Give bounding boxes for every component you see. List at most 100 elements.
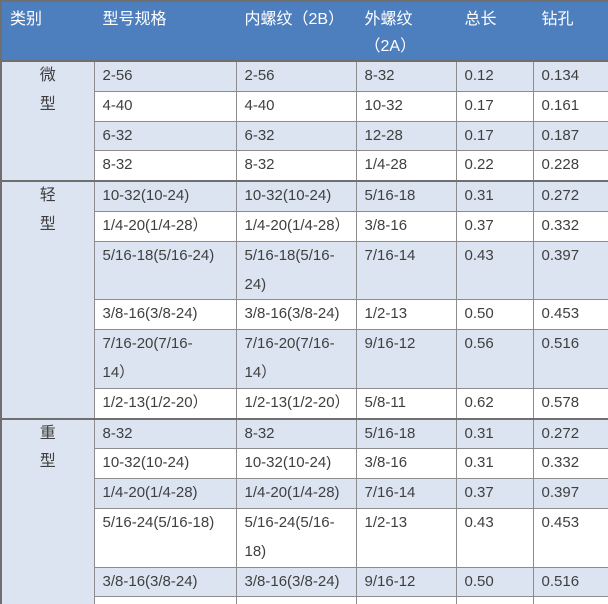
internal-cell: 10-32(10-24) bbox=[235, 180, 357, 212]
length-cell: 0.50 bbox=[455, 299, 534, 331]
drill-cell: 0.70 bbox=[532, 596, 608, 604]
length-cell: 0.22 bbox=[455, 150, 534, 182]
drill-cell: 0.161 bbox=[532, 90, 608, 122]
model-cell: 1/4-20(1/4-28) bbox=[93, 478, 237, 509]
model-cell: 1/4-20(1/4-28） bbox=[93, 210, 237, 242]
length-cell: 0.43 bbox=[455, 507, 534, 568]
drill-cell: 0.453 bbox=[532, 507, 608, 568]
internal-cell: 10-32(10-24) bbox=[235, 448, 357, 480]
length-cell: 0.37 bbox=[455, 210, 534, 242]
drill-cell: 0.397 bbox=[532, 240, 608, 301]
table-row: 1/2-13(1/2-20)1/2-13(1/2-20)3/4-160.620.… bbox=[1, 596, 608, 604]
length-cell: 0.31 bbox=[455, 180, 534, 212]
length-cell: 0.31 bbox=[455, 417, 534, 450]
external-cell: 7/16-14 bbox=[355, 240, 457, 301]
col-header-model: 型号规格 bbox=[93, 0, 237, 62]
model-cell: 5/16-24(5/16-18) bbox=[93, 507, 237, 568]
length-cell: 0.37 bbox=[455, 478, 534, 509]
table-row: 微 型 2-56 2-56 8-32 0.12 0.134 bbox=[0, 59, 608, 182]
external-cell: 5/16-18 bbox=[355, 180, 457, 212]
drill-cell: 0.272 bbox=[532, 417, 608, 450]
category-cell: 重 型 bbox=[0, 417, 95, 604]
model-cell: 8-32 bbox=[93, 150, 237, 182]
internal-cell: 7/16-20(7/16- 14） bbox=[235, 329, 357, 389]
model-cell: 1/2-13(1/2-20） bbox=[93, 387, 237, 420]
col-header-internal: 内螺纹（2B） bbox=[235, 0, 357, 62]
external-cell: 9/16-12 bbox=[355, 329, 457, 389]
header-row: 类别 型号规格 内螺纹（2B） 外螺纹 （2A） 总长 钻孔 bbox=[0, 0, 608, 62]
col-header-external: 外螺纹 （2A） bbox=[355, 0, 457, 62]
model-cell: 2-56 bbox=[93, 59, 237, 92]
table-row: 6-32 6-32 12-28 0.17 0.187 bbox=[1, 120, 608, 152]
model-cell: 3/8-16(3/8-24) bbox=[93, 566, 237, 598]
internal-cell: 1/4-20(1/4-28） bbox=[235, 210, 357, 242]
external-cell: 7/16-14 bbox=[355, 478, 457, 509]
model-cell: 5/16-18(5/16-24) bbox=[93, 240, 237, 301]
internal-cell: 6-32 bbox=[235, 120, 357, 152]
length-cell: 0.62 bbox=[455, 596, 534, 604]
length-cell: 0.50 bbox=[455, 566, 534, 598]
external-cell: 1/2-13 bbox=[355, 507, 457, 568]
external-cell: 5/16-18 bbox=[355, 417, 457, 450]
spec-table-body: 微 型 2-56 2-56 8-32 0.12 0.134 4-40 4-40 10-32 0.1… bbox=[0, 59, 608, 604]
internal-cell: 1/2-13(1/2-20) bbox=[235, 596, 357, 604]
drill-cell: 0.332 bbox=[532, 448, 608, 480]
model-cell: 6-32 bbox=[93, 120, 237, 152]
external-cell: 10-32 bbox=[355, 90, 457, 122]
drill-cell: 0.578 bbox=[532, 387, 608, 420]
table-row: 1/2-13(1/2-20） 1/2-13(1/2-20） 5/8-11 0.62 0.… bbox=[1, 387, 608, 420]
model-cell: 10-32(10-24) bbox=[93, 448, 237, 480]
drill-cell: 0.397 bbox=[532, 478, 608, 509]
drill-cell: 0.272 bbox=[532, 180, 608, 212]
table-row: 重 型 8-32 8-32 5/16-18 0.31 0.272 bbox=[0, 417, 608, 604]
length-cell: 0.43 bbox=[455, 240, 534, 301]
length-cell: 0.17 bbox=[455, 90, 534, 122]
model-cell: 1/2-13(1/2-20) bbox=[93, 596, 237, 604]
length-cell: 0.17 bbox=[455, 120, 534, 152]
drill-cell: 0.134 bbox=[532, 59, 608, 92]
internal-cell: 3/8-16(3/8-24) bbox=[235, 566, 357, 598]
external-cell: 9/16-12 bbox=[355, 566, 457, 598]
drill-cell: 0.332 bbox=[532, 210, 608, 242]
model-cell: 10-32(10-24) bbox=[93, 180, 237, 212]
internal-cell: 8-32 bbox=[235, 150, 357, 182]
length-cell: 0.56 bbox=[455, 329, 534, 389]
length-cell: 0.31 bbox=[455, 448, 534, 480]
table-row: 8-32 8-32 1/4-28 0.22 0.228 bbox=[1, 150, 608, 182]
model-cell: 4-40 bbox=[93, 90, 237, 122]
model-cell: 3/8-16(3/8-24) bbox=[93, 299, 237, 331]
table-row: 轻 型 10-32(10-24) 10-32(10-24) 5/16-18 0.31 0.… bbox=[0, 180, 608, 420]
table-row: 1/4-20(1/4-28） 1/4-20(1/4-28） 3/8-16 0.37 0.… bbox=[1, 210, 608, 242]
drill-cell: 0.516 bbox=[532, 566, 608, 598]
table-row: 5/16-24(5/16-18) 5/16-24(5/16- 18) 1/2-13 0… bbox=[1, 507, 608, 568]
model-cell: 7/16-20(7/16- 14） bbox=[93, 329, 237, 389]
length-cell: 0.62 bbox=[455, 387, 534, 420]
model-cell: 8-32 bbox=[93, 417, 237, 450]
internal-cell: 3/8-16(3/8-24) bbox=[235, 299, 357, 331]
internal-cell: 8-32 bbox=[235, 417, 357, 450]
external-cell: 8-32 bbox=[355, 59, 457, 92]
drill-cell: 0.516 bbox=[532, 329, 608, 389]
drill-cell: 0.453 bbox=[532, 299, 608, 331]
table-row: 5/16-18(5/16-24) 5/16-18(5/16- 24) 7/16-14… bbox=[1, 240, 608, 301]
external-cell: 1/2-13 bbox=[355, 299, 457, 331]
table-row: 4-40 4-40 10-32 0.17 0.161 bbox=[1, 90, 608, 122]
length-cell: 0.12 bbox=[455, 59, 534, 92]
category-cell: 轻 型 bbox=[0, 180, 95, 420]
external-cell: 5/8-11 bbox=[355, 387, 457, 420]
external-cell: 1/4-28 bbox=[355, 150, 457, 182]
external-cell: 3/4-16 bbox=[355, 596, 457, 604]
external-cell: 12-28 bbox=[355, 120, 457, 152]
internal-cell: 4-40 bbox=[235, 90, 357, 122]
category-cell: 微 型 bbox=[0, 59, 95, 182]
internal-cell: 5/16-18(5/16- 24) bbox=[235, 240, 357, 301]
col-header-length: 总长 bbox=[455, 0, 534, 62]
internal-cell: 1/2-13(1/2-20） bbox=[235, 387, 357, 420]
col-header-drill: 钻孔 bbox=[532, 0, 608, 62]
col-header-category: 类别 bbox=[0, 0, 95, 62]
table-row: 3/8-16(3/8-24) 3/8-16(3/8-24) 9/16-12 0.50 0… bbox=[1, 566, 608, 598]
internal-cell: 2-56 bbox=[235, 59, 357, 92]
internal-cell: 5/16-24(5/16- 18) bbox=[235, 507, 357, 568]
